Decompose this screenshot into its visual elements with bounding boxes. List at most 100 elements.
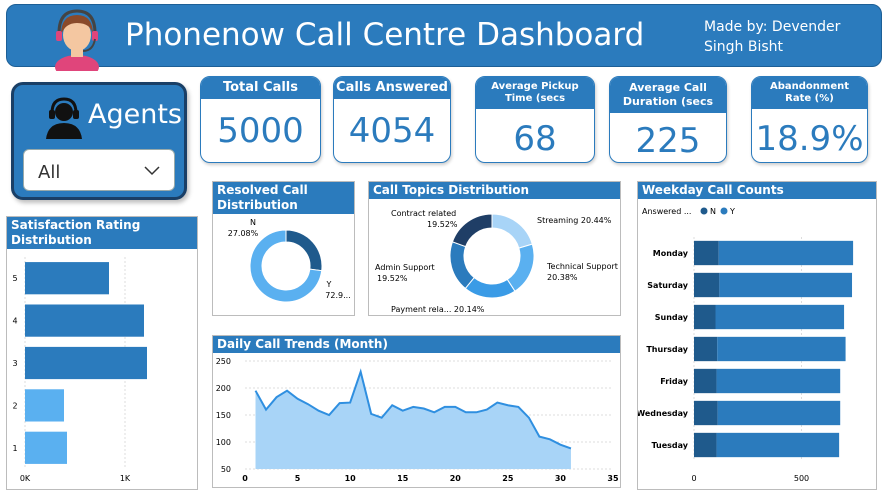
weekday-bar-n — [694, 272, 720, 298]
chevron-down-icon[interactable] — [144, 162, 160, 178]
slice-label-value: 19.52% — [427, 220, 458, 229]
author-line-2: Singh Bisht — [704, 39, 784, 55]
satisfaction-bar — [25, 346, 147, 380]
donut-slice — [506, 243, 535, 292]
x-tick-label: 0K — [20, 474, 31, 483]
agents-slicer-card: Agents All — [11, 82, 187, 200]
panel-title: Resolved Call Distribution — [213, 182, 354, 214]
x-tick-label: 30 — [555, 474, 567, 483]
weekday-bar-y — [717, 400, 841, 426]
topics-chart: Streaming 20.44% Technical Support 20.38% P… — [375, 209, 618, 314]
slice-label-value: 19.52% — [377, 274, 408, 283]
weekday-bar-y — [716, 432, 840, 458]
panel-title: Weekday Call Counts — [638, 182, 876, 199]
slice-label: N — [250, 218, 256, 227]
daily-line — [254, 368, 572, 450]
weekday-bar-y — [717, 336, 846, 362]
y-tick-label: 5 — [12, 274, 17, 283]
slice-label-name: Technical Support — [546, 262, 618, 271]
kpi-abandonment-rate: Abandonment Rate (%) 18.9% — [751, 76, 868, 163]
kpi-label: Calls Answered — [334, 77, 450, 99]
y-tick-label: Friday — [660, 377, 689, 386]
slice-label: Y — [326, 280, 332, 289]
y-tick-label: 3 — [12, 359, 17, 368]
donut-slice — [249, 229, 323, 303]
dashboard-header: Phonenow Call Centre Dashboard Made by: … — [6, 4, 882, 71]
x-tick-label: 35 — [607, 474, 619, 483]
kpi-value: 225 — [635, 121, 701, 161]
kpi-value: 68 — [513, 119, 557, 159]
y-tick-label: 250 — [216, 357, 231, 366]
kpi-average-pickup-time: Average Pickup Time (secs 68 — [475, 76, 595, 163]
slice-label: Contract related 19.52% — [391, 209, 458, 229]
x-tick-label: 25 — [502, 474, 514, 483]
x-tick-label: 5 — [295, 474, 301, 483]
weekday-chart: Answered ... N Y 0 500 Monday Saturday Sunday Th… — [638, 207, 854, 483]
kpi-total-calls: Total Calls 5000 — [200, 76, 321, 163]
legend-label: Y — [729, 207, 735, 216]
kpi-label: Abandonment Rate (%) — [752, 77, 867, 109]
y-tick-label: Tuesday — [651, 441, 688, 450]
weekday-bar-y — [719, 272, 853, 298]
kpi-value: 5000 — [217, 111, 304, 151]
panel-title: Call Topics Distribution — [369, 182, 620, 199]
y-tick-label: 50 — [221, 465, 231, 474]
legend-swatch — [700, 207, 708, 215]
call-agent-avatar-icon — [55, 9, 99, 71]
kpi-label: Average Pickup Time (secs — [476, 77, 594, 109]
slice-value: 72.9... — [325, 291, 350, 300]
weekday-bar-y — [716, 368, 841, 394]
author-line-1: Made by: Devender — [704, 19, 841, 35]
slice-label: Technical Support 20.38% — [546, 262, 618, 282]
y-tick-label: 4 — [12, 317, 17, 326]
kpi-value: 4054 — [348, 111, 436, 151]
y-tick-label: Monday — [653, 249, 689, 258]
weekday-bar-n — [694, 400, 718, 426]
weekday-bar-n — [694, 432, 717, 458]
donut-slice — [464, 276, 516, 299]
panel-title: Satisfaction Rating Distribution — [7, 217, 197, 249]
weekday-bar-n — [694, 240, 719, 266]
weekday-bar-n — [694, 336, 718, 362]
y-tick-label: 2 — [12, 401, 17, 410]
slice-label: Payment rela... 20.14% — [391, 305, 485, 314]
slice-label: Streaming 20.44% — [537, 216, 612, 225]
y-tick-label: 100 — [216, 438, 231, 447]
slice-value: 27.08% — [228, 229, 259, 238]
kpi-label: Total Calls — [201, 77, 320, 99]
y-tick-label: 150 — [216, 411, 231, 420]
resolved-chart: N 27.08% Y 72.9... — [228, 218, 351, 303]
x-tick-label: 0 — [242, 474, 248, 483]
satisfaction-panel: Satisfaction Rating Distribution 0K 1K 5 4 3… — [6, 216, 198, 490]
slice-label-value: 20.38% — [547, 273, 578, 282]
agents-dropdown[interactable]: All — [23, 149, 175, 191]
legend-label: N — [710, 207, 716, 216]
y-tick-label: 1 — [12, 444, 17, 453]
weekday-panel: Weekday Call Counts Answered ... N Y 0 500 Mo… — [637, 181, 877, 490]
daily-chart: 50 100 150 200 250 0 5 10 15 20 25 30 35 — [216, 357, 619, 483]
x-tick-label: 0 — [691, 474, 696, 483]
slice-label-name: Admin Support — [375, 263, 435, 272]
donut-slice — [491, 213, 533, 249]
x-tick-label: 15 — [397, 474, 409, 483]
kpi-label: Average Call Duration (secs — [610, 77, 726, 113]
x-tick-label: 500 — [794, 474, 809, 483]
satisfaction-bar — [25, 262, 109, 295]
donut-slice — [285, 229, 323, 272]
daily-area — [255, 371, 571, 469]
x-tick-label: 10 — [345, 474, 357, 483]
headset-agent-icon — [46, 97, 82, 139]
kpi-value: 18.9% — [755, 119, 864, 159]
donut-slice — [451, 213, 493, 248]
weekday-bar-n — [694, 368, 717, 394]
weekday-bar-y — [715, 304, 845, 330]
y-tick-label: Sunday — [655, 313, 689, 322]
weekday-bar-y — [718, 240, 854, 266]
kpi-calls-answered: Calls Answered 4054 — [333, 76, 451, 163]
y-tick-label: Saturday — [647, 281, 689, 290]
donut-slice — [449, 241, 475, 290]
weekday-bar-n — [694, 304, 716, 330]
resolved-panel: Resolved Call Distribution N 27.08% Y 72.9.… — [212, 181, 355, 316]
daily-panel: Daily Call Trends (Month) 50 100 150 200 250… — [212, 335, 621, 488]
topics-panel: Call Topics Distribution Streaming 20.44… — [368, 181, 621, 316]
